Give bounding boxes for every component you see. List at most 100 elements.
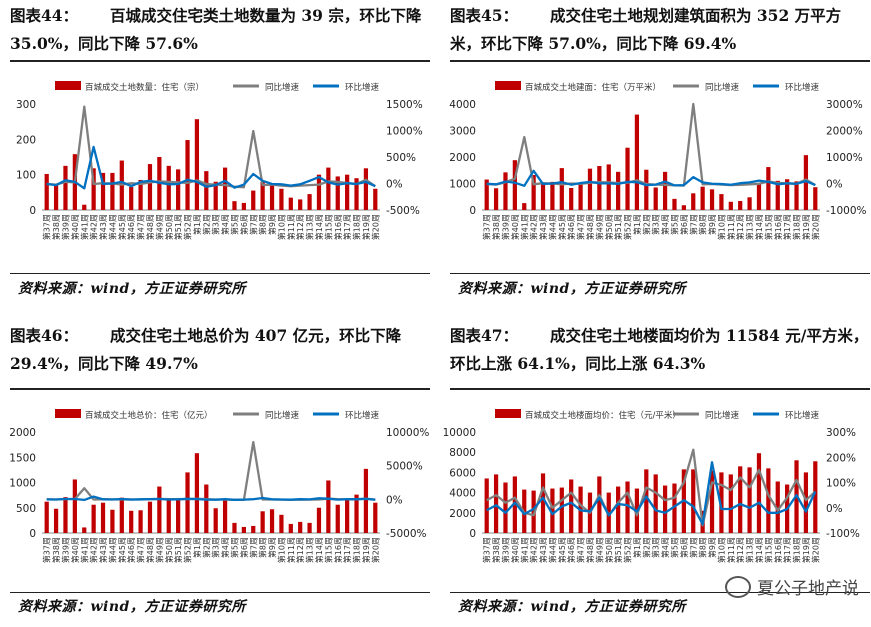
bar (775, 481, 780, 533)
bar (53, 508, 59, 533)
bar (129, 187, 134, 210)
x-tick-label: 第52周 (623, 537, 633, 563)
x-tick-label: 第3周 (651, 214, 661, 235)
x-tick-label: 第2周 (201, 537, 211, 558)
x-tick-label: 第51周 (613, 214, 623, 240)
x-tick-label: 第46周 (126, 537, 136, 563)
chart-title: 图表47： 成交住宅土地楼面均价为 11584 元/平方米，环比上涨 64.1%，… (450, 322, 870, 378)
x-tick-label: 第44周 (107, 214, 117, 240)
figure-caption: 百城成交住宅类土地数量为 39 宗，环比下降 35.0%，同比下降 57.6% (10, 6, 427, 53)
left-tick-label: 200 (16, 134, 36, 146)
panel-chart-46: 图表46： 成交住宅土地总价为 407 亿元，环比下降 29.4%，同比下降 49… (0, 320, 430, 627)
bar (269, 509, 275, 533)
x-tick-label: 第41周 (519, 214, 529, 240)
x-tick-label: 第14周 (754, 537, 764, 563)
mom-line (46, 495, 376, 502)
bar (354, 494, 359, 533)
right-tick-label: 0% (386, 494, 403, 506)
bar (644, 469, 649, 533)
x-tick-label: 第12周 (295, 537, 305, 563)
x-tick-label: 第51周 (173, 214, 183, 240)
x-tick-label: 第20周 (370, 537, 380, 563)
bar (298, 521, 303, 533)
x-tick-label: 第50周 (604, 537, 614, 563)
right-tick-label: -1000% (826, 205, 867, 217)
x-tick-label: 第48周 (585, 537, 595, 563)
x-tick-label: 第44周 (547, 537, 557, 563)
x-tick-label: 第37周 (482, 214, 492, 240)
bar (644, 169, 649, 210)
bar (559, 168, 564, 210)
bar (100, 502, 106, 533)
x-tick-label: 第4周 (220, 537, 230, 558)
bar (738, 200, 743, 210)
legend-label: 百城成交土地楼面均价：住宅（元/平米） (525, 410, 681, 421)
bar (326, 480, 331, 533)
x-tick-label: 第5周 (229, 537, 239, 558)
source-rule (10, 592, 430, 593)
chart-svg: 百城成交土地总价：住宅（亿元） 同比增速 环比增速 0 500 1000 1500 2000 -… (9, 409, 429, 563)
bar (72, 479, 77, 533)
right-tick-label: 0% (386, 179, 403, 191)
x-tick-label: 第43周 (98, 214, 108, 240)
mom-line (486, 169, 816, 187)
chart-svg: 百城成交土地建面：住宅（万平米） 同比增速 环比增速 0 1000 2000 3000 400… (449, 81, 867, 240)
x-tick-label: 第52周 (183, 537, 193, 563)
bar (653, 474, 658, 533)
source-note: 资料来源：wind，方正证券研究所 (458, 599, 686, 615)
x-tick-label: 第41周 (519, 537, 529, 563)
x-tick-label: 第45周 (117, 537, 127, 563)
bar (194, 119, 200, 210)
bar (625, 481, 630, 533)
x-tick-label: 第42周 (89, 537, 99, 563)
bar (63, 497, 68, 533)
bar (709, 189, 715, 210)
panel-chart-47: 图表47： 成交住宅土地楼面均价为 11584 元/平方米，环比上涨 64.1%，… (440, 320, 870, 627)
x-tick-label: 第6周 (679, 537, 689, 558)
x-tick-label: 第49周 (594, 214, 604, 240)
x-tick-label: 第8周 (698, 537, 708, 558)
left-tick-label: 1000 (9, 478, 36, 490)
bar (503, 172, 508, 210)
bar (597, 166, 602, 210)
x-tick-label: 第44周 (107, 537, 117, 563)
bar (119, 497, 124, 533)
x-tick-label: 第18周 (792, 214, 802, 240)
bar (363, 168, 369, 210)
bar (316, 174, 322, 210)
right-tick-label: 1000% (386, 126, 423, 138)
bar (185, 140, 190, 210)
bar (813, 187, 818, 210)
bar (100, 172, 106, 210)
x-tick-label: 第5周 (229, 214, 239, 235)
x-tick-label: 第19周 (801, 537, 811, 563)
x-tick-label: 第42周 (529, 214, 539, 240)
x-tick-label: 第15周 (763, 214, 773, 240)
x-tick-label: 第39周 (500, 214, 510, 240)
x-tick-label: 第47周 (576, 537, 586, 563)
legend-label: 环比增速 (785, 410, 820, 421)
bar (232, 201, 237, 210)
bar (578, 183, 583, 210)
mom-line (46, 145, 376, 190)
x-tick-label: 第47周 (576, 214, 586, 240)
x-tick-label: 第9周 (707, 214, 717, 235)
bar (587, 168, 593, 210)
source-rule (10, 273, 430, 274)
bar (251, 190, 256, 210)
x-tick-label: 第37周 (482, 537, 492, 563)
x-tick-label: 第52周 (183, 214, 193, 240)
x-tick-label: 第13周 (305, 537, 315, 563)
x-tick-label: 第39周 (500, 537, 510, 563)
x-tick-label: 第3周 (651, 537, 661, 558)
bar (241, 526, 246, 533)
legend-label: 同比增速 (265, 410, 300, 421)
left-tick-label: 0 (29, 205, 36, 217)
left-tick-label: 3000 (449, 126, 476, 138)
chart-title: 图表44： 百城成交住宅类土地数量为 39 宗，环比下降 35.0%，同比下降 5… (10, 2, 430, 58)
mom-line (486, 461, 817, 526)
bar (700, 186, 705, 210)
bar (709, 470, 715, 533)
bar (616, 486, 621, 533)
bar (756, 182, 762, 210)
